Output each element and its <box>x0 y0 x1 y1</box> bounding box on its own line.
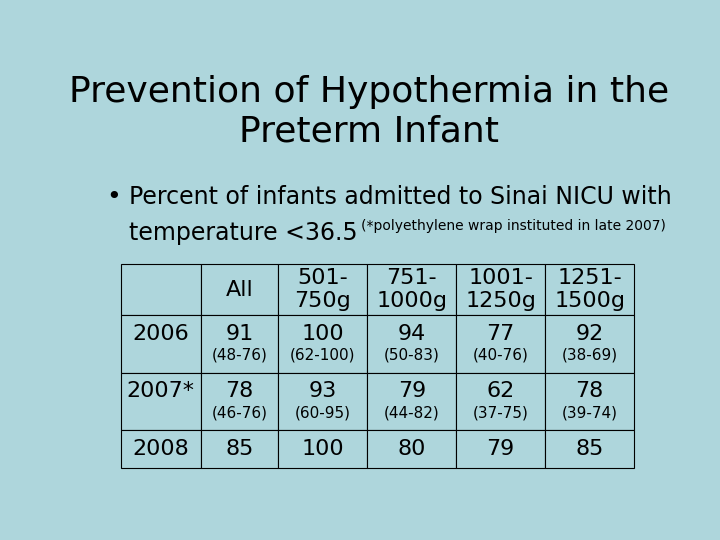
Bar <box>545 315 634 373</box>
Text: 77: 77 <box>487 323 515 343</box>
Text: 751-
1000g: 751- 1000g <box>377 268 447 312</box>
Text: 91: 91 <box>225 323 254 343</box>
Text: 78: 78 <box>225 381 254 401</box>
Text: All: All <box>226 280 253 300</box>
Text: (62-100): (62-100) <box>290 348 356 363</box>
Bar <box>367 315 456 373</box>
Bar <box>121 315 201 373</box>
Text: 100: 100 <box>302 439 344 459</box>
Text: 78: 78 <box>575 381 604 401</box>
Bar <box>121 265 201 315</box>
Text: 2006: 2006 <box>132 323 189 343</box>
Text: (37-75): (37-75) <box>473 405 528 420</box>
Text: 85: 85 <box>225 439 254 459</box>
Text: (39-74): (39-74) <box>562 405 618 420</box>
Bar <box>121 373 201 430</box>
Text: (50-83): (50-83) <box>384 348 440 363</box>
Bar <box>279 373 367 430</box>
Text: 94: 94 <box>397 323 426 343</box>
Text: (60-95): (60-95) <box>295 405 351 420</box>
Text: 79: 79 <box>397 381 426 401</box>
Text: (46-76): (46-76) <box>212 405 268 420</box>
Text: 1001-
1250g: 1001- 1250g <box>465 268 536 312</box>
Text: 80: 80 <box>397 439 426 459</box>
Text: 1251-
1500g: 1251- 1500g <box>554 268 625 312</box>
Bar <box>367 430 456 468</box>
Text: Prevention of Hypothermia in the
Preterm Infant: Prevention of Hypothermia in the Preterm… <box>69 75 669 148</box>
Text: 100: 100 <box>302 323 344 343</box>
Text: temperature <36.5: temperature <36.5 <box>129 221 358 245</box>
Bar <box>279 315 367 373</box>
Text: 2007*: 2007* <box>127 381 195 401</box>
Text: 92: 92 <box>575 323 604 343</box>
Bar <box>456 315 545 373</box>
Bar <box>367 265 456 315</box>
Text: (40-76): (40-76) <box>473 348 528 363</box>
Bar <box>545 373 634 430</box>
Bar <box>201 265 279 315</box>
Text: 2008: 2008 <box>132 439 189 459</box>
Text: (*polyethylene wrap instituted in late 2007): (*polyethylene wrap instituted in late 2… <box>361 219 665 233</box>
Text: Percent of infants admitted to Sinai NICU with: Percent of infants admitted to Sinai NIC… <box>129 185 672 210</box>
Text: 79: 79 <box>487 439 515 459</box>
Text: (44-82): (44-82) <box>384 405 440 420</box>
Bar <box>456 373 545 430</box>
Bar <box>201 430 279 468</box>
Bar <box>545 430 634 468</box>
Text: 85: 85 <box>575 439 604 459</box>
Text: 62: 62 <box>487 381 515 401</box>
Bar <box>201 373 279 430</box>
Bar <box>545 265 634 315</box>
Text: (38-69): (38-69) <box>562 348 618 363</box>
Text: •: • <box>107 185 122 210</box>
Bar <box>121 430 201 468</box>
Text: (48-76): (48-76) <box>212 348 268 363</box>
Bar <box>279 430 367 468</box>
Text: 93: 93 <box>309 381 337 401</box>
Text: 501-
750g: 501- 750g <box>294 268 351 312</box>
Bar <box>279 265 367 315</box>
Bar <box>456 265 545 315</box>
Bar <box>367 373 456 430</box>
Bar <box>201 315 279 373</box>
Bar <box>456 430 545 468</box>
